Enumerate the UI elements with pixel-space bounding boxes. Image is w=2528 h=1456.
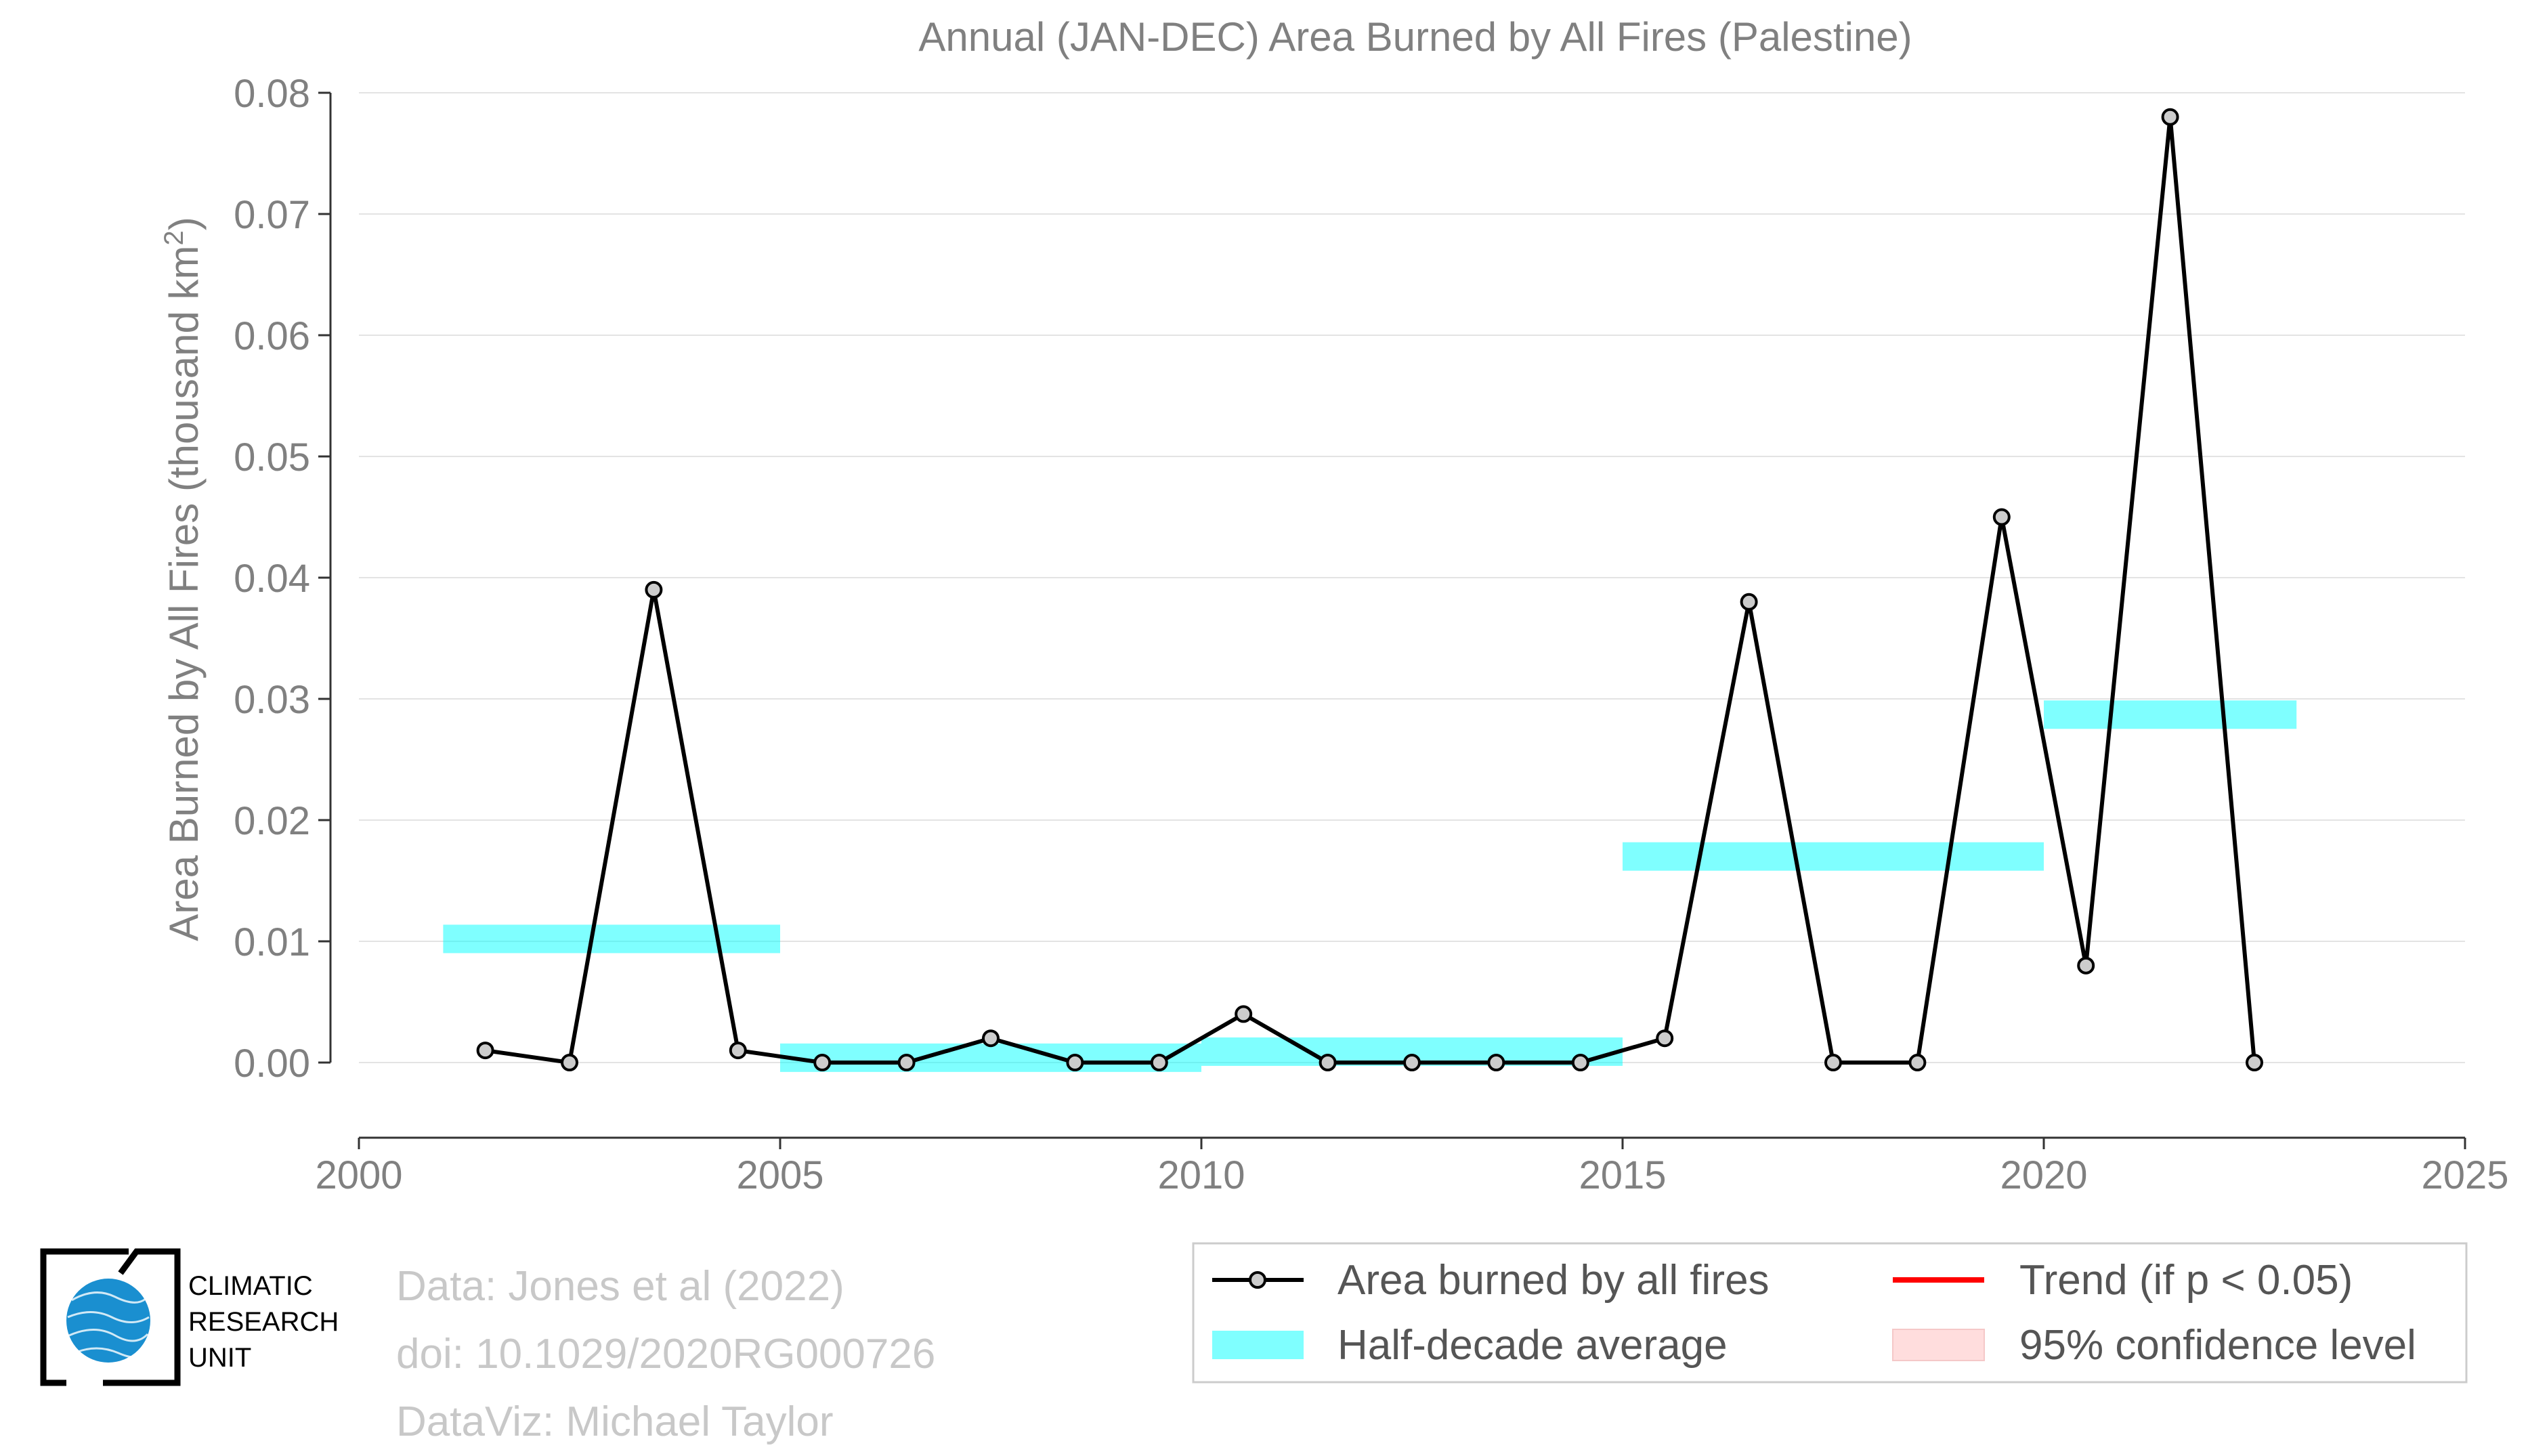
y-tick-label-2: 0.02 [234,799,310,843]
logo-line-2: RESEARCH [188,1307,339,1337]
y-axis-label-close: ) [161,217,207,230]
x-axis: 2000 2005 2010 2015 2020 2025 [315,1136,2509,1197]
x-tick-label-2: 2010 [1157,1153,1245,1197]
y-tick-label-6: 0.06 [234,314,310,358]
chart: Annual (JAN-DEC) Area Burned by All Fire… [40,14,2509,1386]
y-axis-label: Area Burned by All Fires (thousand km2) [159,217,207,941]
data-point-4 [813,1054,832,1072]
y-tick-label-4: 0.04 [234,557,310,601]
data-point-16 [1824,1054,1842,1072]
credit-dataviz: DataViz: Michael Taylor [396,1398,834,1445]
logo-bracket-left [40,1248,129,1386]
data-point-5 [897,1054,916,1072]
legend-label-trend: Trend (if p < 0.05) [2019,1257,2353,1304]
data-point-6 [982,1029,1000,1048]
y-tick-label-8: 0.08 [234,72,310,116]
globe-contours [67,1291,150,1358]
data-point-11 [1403,1054,1421,1072]
x-tick-label-4: 2020 [2000,1153,2087,1197]
y-tick-label-3: 0.03 [234,678,310,722]
x-tick-label-1: 2005 [736,1153,823,1197]
cru-logo-text: CLIMATIC RESEARCH UNIT [188,1268,339,1376]
legend-frame [1192,1242,2468,1384]
legend-ci-swatch [1892,1329,1985,1361]
credit-data-source: Data: Jones et al (2022) [396,1263,844,1310]
y-tick-label-1: 0.01 [234,920,310,964]
logo-slash [118,1248,140,1275]
data-point-7 [1066,1054,1084,1072]
logo-bracket-right [103,1248,181,1386]
chart-title: Annual (JAN-DEC) Area Burned by All Fire… [918,14,1912,60]
credit-doi: doi: 10.1029/2020RG000726 [396,1331,936,1377]
cru-logo [40,1248,181,1386]
x-tick-label-0: 2000 [315,1153,402,1197]
x-tick-label-3: 2015 [1579,1153,1666,1197]
half-decade-bar-3 [1623,842,2044,871]
y-tick-label-5: 0.05 [234,435,310,479]
data-point-2 [645,580,663,599]
data-point-17 [1908,1054,1927,1072]
legend-avg-swatch [1212,1331,1304,1359]
data-point-12 [1487,1054,1505,1072]
data-point-18 [1992,508,2011,526]
half-decade-bar-1 [780,1043,1201,1072]
data-point-0 [476,1042,494,1060]
data-credits: Data: Jones et al (2022) doi: 10.1029/20… [396,1253,935,1456]
y-tick-label-7: 0.07 [234,193,310,237]
data-point-1 [561,1054,578,1072]
data-point-3 [729,1042,747,1060]
y-ticks: 0.00 0.01 0.02 0.03 0.04 0.05 0.06 0.07 0.08 [234,72,332,1086]
legend-label-series: Area burned by all fires [1337,1257,1770,1304]
x-tick-label-5: 2025 [2421,1153,2508,1197]
data-point-19 [2077,956,2095,975]
data-point-21 [2246,1054,2263,1072]
half-decade-bar-0 [443,924,780,954]
legend-label-average: Half-decade average [1337,1322,1728,1369]
series-line [485,116,2256,1065]
logo-line-3: UNIT [188,1343,252,1373]
data-point-13 [1571,1054,1589,1072]
half-decade-bar-4 [2044,700,2297,729]
data-point-14 [1656,1029,1674,1048]
y-tick-label-0: 0.00 [234,1042,310,1086]
y-axis-label-superscript: 2 [159,230,189,245]
legend: Area burned by all fires Trend (if p < 0… [1192,1242,2468,1384]
legend-series-marker [1249,1271,1266,1289]
series-markers [476,108,2263,1072]
data-point-15 [1740,593,1758,611]
data-point-8 [1150,1054,1168,1072]
logo-line-1: CLIMATIC [188,1271,313,1301]
half-decade-bars [443,700,2297,1072]
data-point-9 [1235,1005,1253,1023]
grid [359,92,2465,1064]
data-point-10 [1319,1054,1337,1072]
legend-label-confidence: 95% confidence level [2019,1322,2416,1369]
data-point-20 [2161,108,2179,126]
